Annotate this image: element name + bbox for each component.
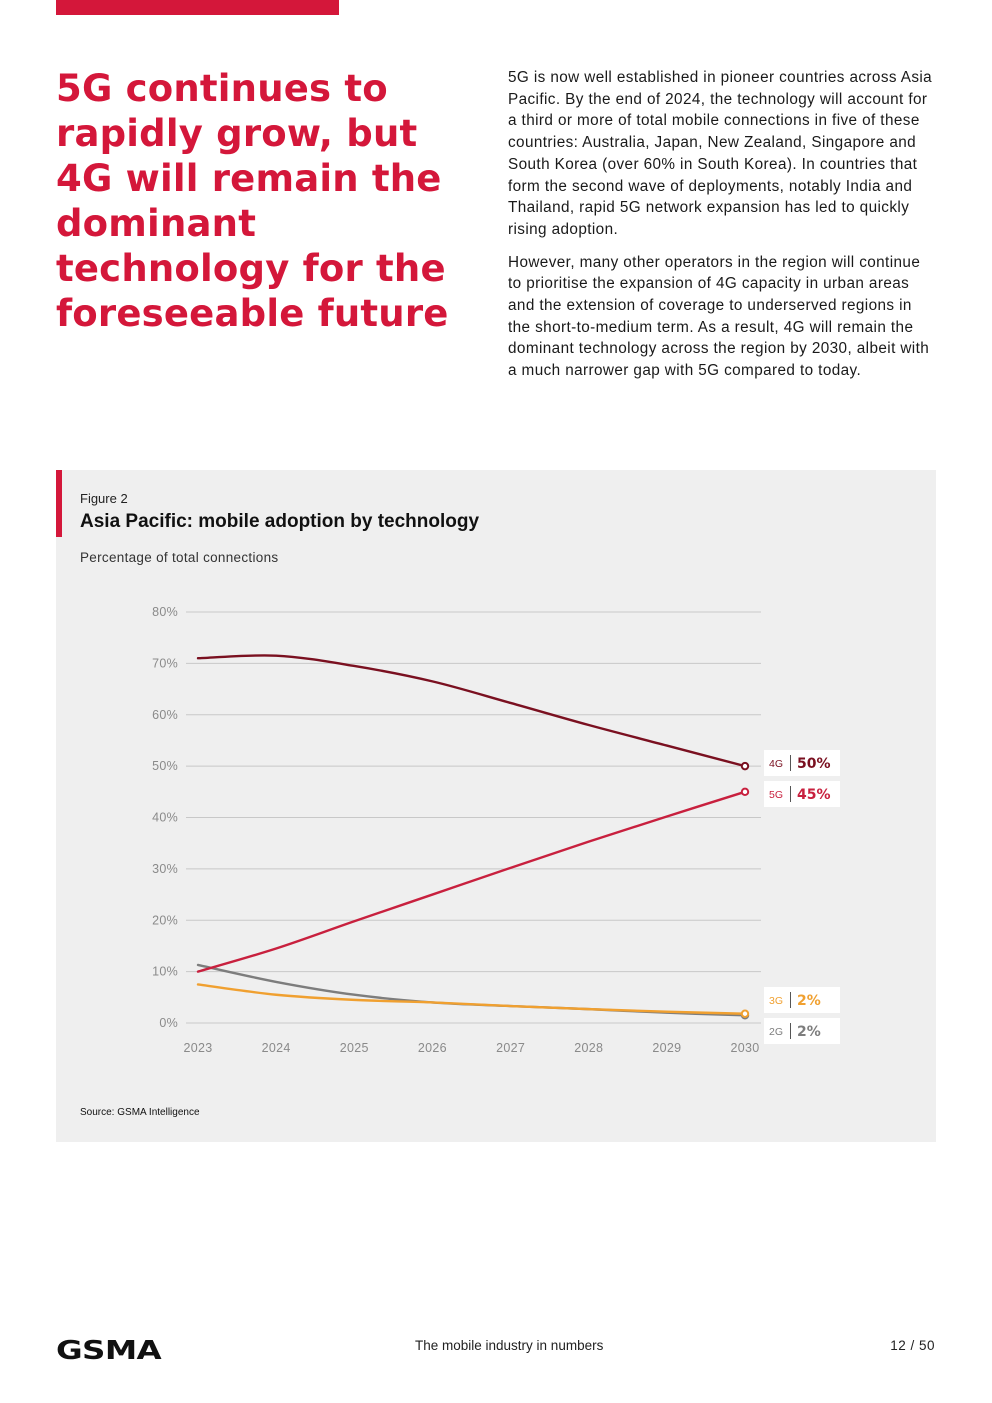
intro-paragraph-2: However, many other operators in the reg… (508, 253, 930, 380)
y-tick-label: 80% (152, 605, 178, 619)
end-marker-5g (740, 787, 750, 797)
end-label-tech-4g: 4G (769, 758, 783, 770)
intro-text: 5G is now well established in pioneer co… (508, 67, 936, 393)
end-label-box-4g (764, 750, 840, 776)
series-line-2g (196, 963, 747, 1017)
series-line-3g (196, 983, 747, 1015)
page-number: 12 / 50 (890, 1338, 935, 1353)
figure-panel: Figure 2 Asia Pacific: mobile adoption b… (56, 470, 936, 1142)
end-label-value-5g: 45% (797, 787, 831, 803)
page-headline: 5G continues to rapidly grow, but 4G wil… (56, 67, 449, 335)
figure-subtitle: Percentage of total connections (80, 550, 279, 565)
y-tick-label: 20% (152, 913, 178, 927)
series-line-4g (196, 654, 747, 768)
y-tick-label: 40% (152, 811, 178, 825)
figure-title: Asia Pacific: mobile adoption by technol… (80, 511, 480, 532)
gsma-logo: GSMA (56, 1336, 162, 1366)
y-tick-label: 60% (152, 708, 178, 722)
figure-accent-bar (56, 470, 62, 537)
end-label-box-3g (764, 987, 840, 1013)
series-line-5g (196, 790, 747, 973)
end-label-box-5g (764, 781, 840, 807)
end-label-tech-3g: 3G (769, 995, 783, 1007)
line-chart: 0% 10% 20% 30% 40% 50% 60% 70% 80% 2023 2024 2025 20… (152, 605, 840, 1055)
y-tick-label: 30% (152, 862, 178, 876)
intro-paragraph-1: 5G is now well established in pioneer co… (508, 69, 933, 238)
y-tick-label: 50% (152, 759, 178, 773)
x-tick-label: 2026 (418, 1041, 447, 1055)
x-tick-label: 2024 (262, 1041, 291, 1055)
top-accent-bar (56, 0, 339, 15)
y-tick-label: 10% (152, 965, 178, 979)
end-label-box-2g (764, 1018, 840, 1044)
y-tick-label: 0% (159, 1016, 178, 1030)
x-tick-label: 2028 (574, 1041, 603, 1055)
x-tick-label: 2029 (652, 1041, 681, 1055)
end-label-value-2g: 2% (797, 1024, 821, 1040)
end-marker-3g (740, 1009, 750, 1018)
x-tick-label: 2025 (340, 1041, 369, 1055)
source-note: Source: GSMA Intelligence (80, 1107, 200, 1118)
y-tick-label: 70% (152, 656, 178, 670)
x-tick-label: 2030 (730, 1041, 759, 1055)
footer-title: The mobile industry in numbers (415, 1338, 604, 1353)
figure-label: Figure 2 (80, 491, 128, 506)
end-label-value-4g: 50% (797, 756, 831, 772)
end-marker-4g (740, 761, 750, 771)
x-tick-label: 2023 (183, 1041, 212, 1055)
end-label-tech-5g: 5G (769, 789, 783, 801)
end-label-tech-2g: 2G (769, 1026, 783, 1038)
x-tick-label: 2027 (496, 1041, 525, 1055)
end-label-value-3g: 2% (797, 993, 821, 1009)
